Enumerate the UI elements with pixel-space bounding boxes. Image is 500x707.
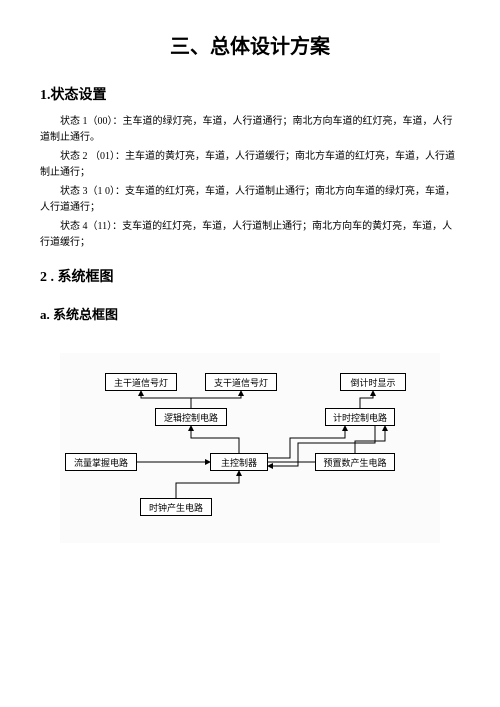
- system-block-diagram: 主干道信号灯 支干道信号灯 倒计时显示逻辑控制电路 计时控制电路流量掌握电路 主控制器 预…: [60, 353, 440, 543]
- section1-heading: 1.状态设置: [40, 84, 460, 104]
- state3-text: 状态 3（1 0）：支车道的红灯亮，车道，人行道制止通行；南北方向车道的绿灯亮，…: [40, 184, 460, 216]
- block-main-controller: 主控制器: [210, 453, 268, 471]
- section2-heading: 2 . 系统框图: [40, 266, 460, 286]
- block-flow-detect: 流量掌握电路: [65, 453, 137, 471]
- block-branch-signal: 支干道信号灯: [205, 373, 277, 391]
- block-logic-control: 逻辑控制电路: [155, 408, 227, 426]
- block-timing-control: 计时控制电路: [325, 408, 395, 426]
- state2-text: 状态 2 （01）：主车道的黄灯亮，车道，人行道缓行；南北方车道的红灯亮，车道，…: [40, 149, 460, 181]
- block-main-signal: 主干道信号灯: [105, 373, 177, 391]
- subsection-heading: a. 系统总框图: [40, 304, 460, 323]
- page-title: 三、总体设计方案: [40, 30, 460, 59]
- state4-text: 状态 4（11）：支车道的红灯亮，车道，人行道制止通行；南北方向车的黄灯亮，车道…: [40, 219, 460, 251]
- block-countdown: 倒计时显示: [340, 373, 406, 391]
- block-preset-gen: 预置数产生电路: [315, 453, 395, 471]
- block-clock-gen: 时钟产生电路: [140, 498, 212, 516]
- state1-text: 状态 1（00）：主车道的绿灯亮，车道，人行道通行；南北方向车道的红灯亮，车道，…: [40, 114, 460, 146]
- diagram-container: 主干道信号灯 支干道信号灯 倒计时显示逻辑控制电路 计时控制电路流量掌握电路 主控制器 预…: [40, 353, 460, 543]
